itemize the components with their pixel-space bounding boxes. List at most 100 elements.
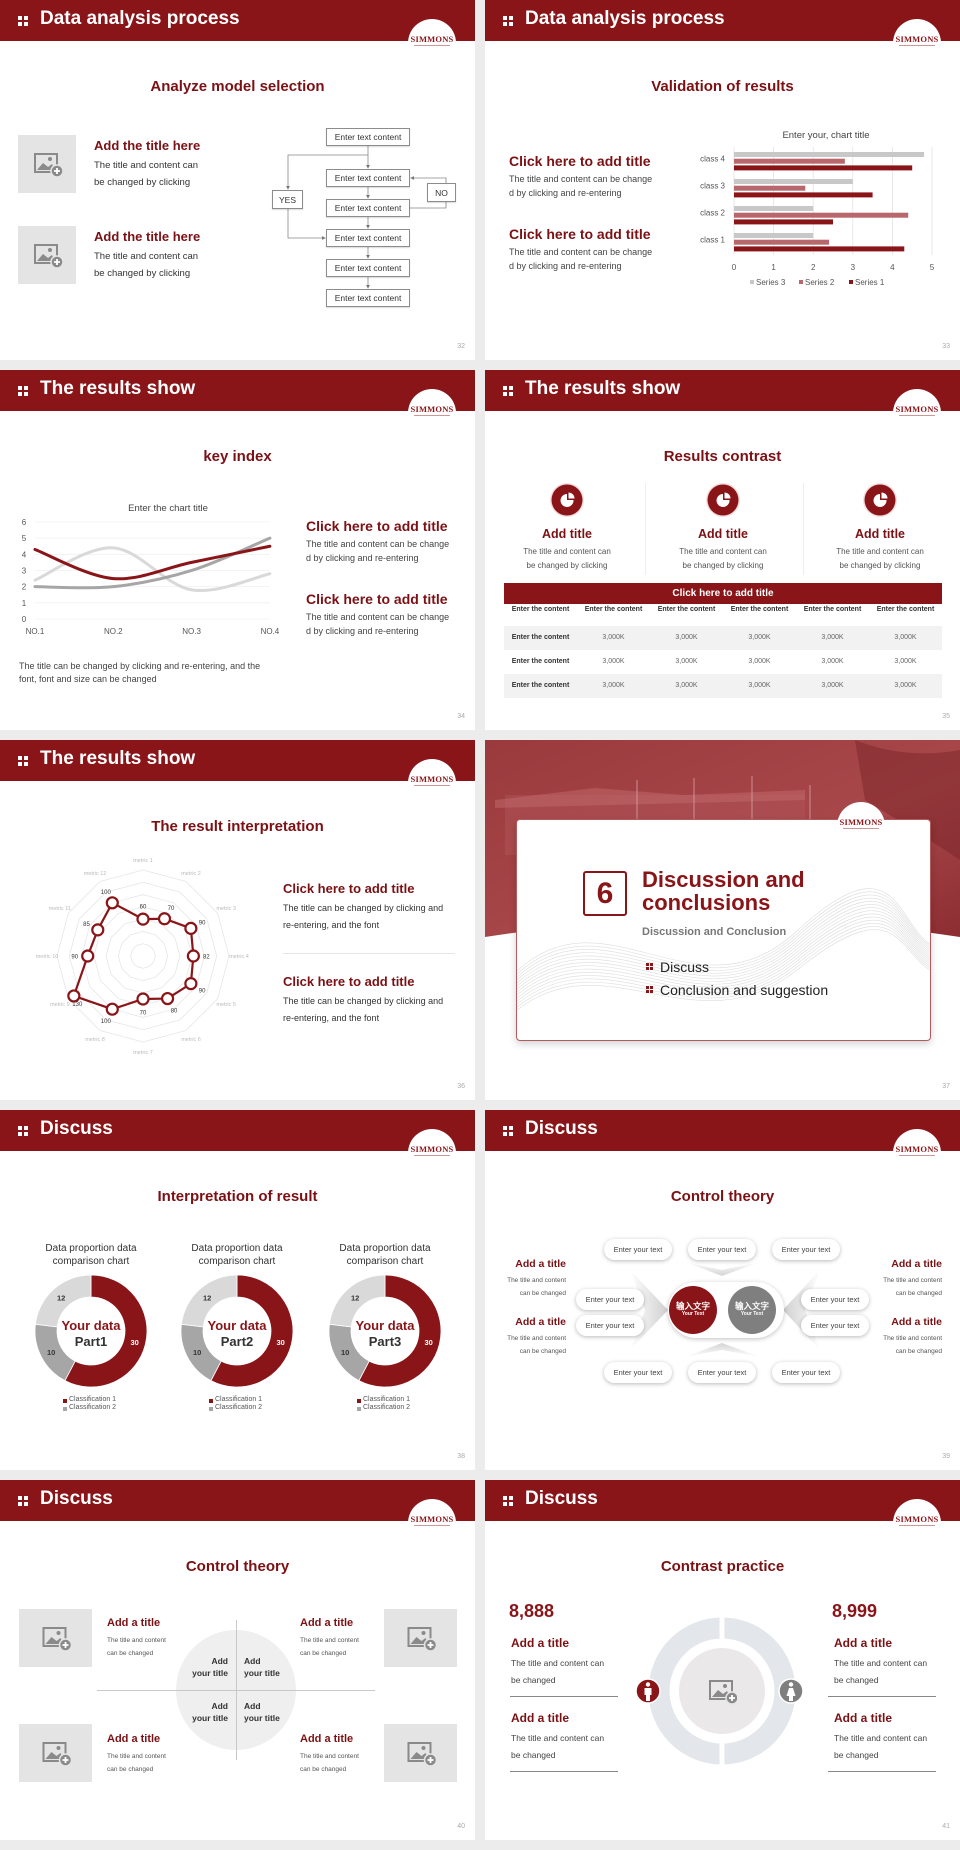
- item-body[interactable]: The title and content can be changed: [834, 1730, 927, 1764]
- text-pill[interactable]: Enter your text: [604, 1362, 672, 1383]
- card-body[interactable]: The title and content can be changed by c…: [810, 545, 950, 573]
- slide-thumbnail-40[interactable]: Discuss SIMMONS Control theory 40 Add a tit…: [0, 1480, 475, 1840]
- radar-axis-label: metric 3: [216, 906, 236, 912]
- card-title[interactable]: Add title: [542, 527, 592, 541]
- table-row[interactable]: Enter the content 3,000K 3,000K 3,000K 3,000…: [504, 650, 942, 674]
- item-body[interactable]: The title can be changed by clicking and…: [283, 900, 443, 934]
- item-title[interactable]: Add a title: [107, 1733, 161, 1745]
- item-title[interactable]: Click here to add title: [306, 518, 448, 534]
- image-placeholder[interactable]: [18, 226, 76, 284]
- text-pill[interactable]: Enter your text: [688, 1362, 756, 1383]
- item-title[interactable]: Add a title: [300, 1617, 354, 1629]
- section-title[interactable]: Discussion and conclusions: [642, 868, 805, 914]
- slide-thumbnail-32[interactable]: Data analysis process SIMMONS Analyze mode…: [0, 0, 475, 360]
- item-body[interactable]: The title and content can be changed: [511, 1730, 604, 1764]
- flow-box[interactable]: Enter text content: [326, 199, 410, 217]
- item-body[interactable]: The title and content can be changed: [486, 1274, 566, 1300]
- item-body[interactable]: The title and content can be changed: [862, 1274, 942, 1300]
- text-pill[interactable]: Enter your text: [576, 1289, 644, 1310]
- card-title[interactable]: Add title: [698, 527, 748, 541]
- slide-thumbnail-41[interactable]: Discuss SIMMONS Contrast practice 41 8,888 A…: [485, 1480, 960, 1840]
- card-title[interactable]: Add title: [855, 527, 905, 541]
- section-bullet[interactable]: Conclusion and suggestion: [660, 982, 829, 998]
- item-body[interactable]: The title and content can be changed: [486, 1332, 566, 1358]
- item-body[interactable]: The title can be changed by clicking and…: [283, 993, 443, 1027]
- text-pill[interactable]: Enter your text: [772, 1239, 840, 1260]
- image-placeholder[interactable]: [707, 1677, 737, 1705]
- quadrant-label[interactable]: Add your title: [244, 1701, 304, 1724]
- flow-box[interactable]: Enter text content: [326, 289, 410, 307]
- item-body[interactable]: The title and content can be change d by …: [509, 172, 652, 200]
- item-title[interactable]: Add a title: [891, 1316, 942, 1328]
- slide-thumbnail-34[interactable]: The results show SIMMONS key index 34 Click …: [0, 370, 475, 730]
- item-title[interactable]: Add a title: [891, 1258, 942, 1270]
- center-circle[interactable]: 输入文字 Your Text: [728, 1286, 776, 1334]
- quadrant-label[interactable]: Add your title: [168, 1656, 228, 1679]
- section-bullet[interactable]: Discuss: [660, 959, 710, 975]
- item-title[interactable]: Click here to add title: [283, 974, 415, 989]
- slide-thumbnail-38[interactable]: Discuss SIMMONS Interpretation of result 38…: [0, 1110, 475, 1470]
- flow-box[interactable]: Enter text content: [326, 229, 410, 247]
- item-body[interactable]: The title and content can be changed: [300, 1634, 359, 1660]
- item-body[interactable]: The title and content can be change d by …: [306, 610, 449, 638]
- item-title[interactable]: Click here to add title: [283, 881, 415, 896]
- item-title[interactable]: Add a title: [834, 1711, 893, 1725]
- image-placeholder[interactable]: [18, 135, 76, 193]
- item-title[interactable]: Click here to add title: [509, 153, 651, 169]
- slide-thumbnail-39[interactable]: Discuss SIMMONS Control theory 39 Enter you…: [485, 1110, 960, 1470]
- text-pill[interactable]: Enter your text: [801, 1289, 869, 1310]
- text-pill[interactable]: Enter your text: [772, 1362, 840, 1383]
- flow-box[interactable]: Enter text content: [326, 259, 410, 277]
- item-body[interactable]: The title and content can be change d by …: [306, 537, 449, 565]
- item-body[interactable]: The title and content can be changed: [107, 1634, 166, 1660]
- image-placeholder[interactable]: [19, 1609, 92, 1667]
- item-title[interactable]: Add a title: [511, 1636, 570, 1650]
- slide-thumbnail-36[interactable]: The results show SIMMONS The result interp…: [0, 740, 475, 1100]
- quadrant-label[interactable]: Add your title: [244, 1656, 304, 1679]
- radar-point: [157, 912, 172, 926]
- card-body[interactable]: The title and content can be changed by c…: [497, 545, 637, 573]
- item-title[interactable]: Add a title: [834, 1636, 893, 1650]
- card-body[interactable]: The title and content can be changed by c…: [653, 545, 793, 573]
- item-title[interactable]: Add a title: [515, 1258, 566, 1270]
- item-body[interactable]: The title and content can be changed: [862, 1332, 942, 1358]
- text-pill[interactable]: Enter your text: [688, 1239, 756, 1260]
- add-image-icon: [42, 1627, 73, 1652]
- item-title[interactable]: Add a title: [300, 1733, 354, 1745]
- text-pill[interactable]: Enter your text: [576, 1315, 644, 1336]
- slide-thumbnail-35[interactable]: The results show SIMMONS Results contrast 3…: [485, 370, 960, 730]
- item-title[interactable]: Add a title: [515, 1316, 566, 1328]
- item-title[interactable]: Add the title here: [94, 138, 201, 153]
- slide-thumbnail-33[interactable]: Data analysis process SIMMONS Validation o…: [485, 0, 960, 360]
- item-title[interactable]: Click here to add title: [306, 591, 448, 607]
- item-body[interactable]: The title and content can be changed: [834, 1655, 927, 1689]
- item-body[interactable]: The title and content can be changed: [300, 1750, 359, 1776]
- slide-header: Data analysis process: [485, 0, 960, 41]
- slide-thumbnail-37[interactable]: SIMMONS 6 Discussion and conclusions Discuss…: [485, 740, 960, 1100]
- center-circle[interactable]: 输入文字 Your Text: [669, 1286, 717, 1334]
- table-row[interactable]: Enter the content 3,000K 3,000K 3,000K 3,000…: [504, 626, 942, 650]
- flow-box[interactable]: Enter text content: [326, 128, 410, 146]
- footnote[interactable]: The title can be changed by clicking and…: [19, 660, 260, 686]
- item-body[interactable]: The title and content can be change d by …: [509, 245, 652, 273]
- item-title[interactable]: Add the title here: [94, 229, 201, 244]
- item-title[interactable]: Add a title: [511, 1711, 570, 1725]
- item-body[interactable]: The title and content can be changed: [511, 1655, 604, 1689]
- item-title[interactable]: Click here to add title: [509, 226, 651, 242]
- item-body[interactable]: The title and content can be changed: [107, 1750, 166, 1776]
- image-placeholder[interactable]: [384, 1724, 457, 1782]
- item-body[interactable]: The title and content can be changed by c…: [94, 157, 198, 191]
- grid-dots-icon: [18, 16, 22, 20]
- item-body[interactable]: The title and content can be changed by c…: [94, 248, 198, 282]
- image-placeholder[interactable]: [384, 1609, 457, 1667]
- text-pill[interactable]: Enter your text: [801, 1315, 869, 1336]
- item-title[interactable]: Add a title: [107, 1617, 161, 1629]
- table-row[interactable]: Enter the content 3,000K 3,000K 3,000K 3,000…: [504, 674, 942, 698]
- flow-box[interactable]: Enter text content: [326, 169, 410, 187]
- table-title-bar[interactable]: Click here to add title: [504, 583, 942, 604]
- flow-no-box[interactable]: NO: [427, 183, 456, 202]
- quadrant-label[interactable]: Add your title: [168, 1701, 228, 1724]
- image-placeholder[interactable]: [19, 1724, 92, 1782]
- text-pill[interactable]: Enter your text: [604, 1239, 672, 1260]
- flow-yes-box[interactable]: YES: [272, 190, 303, 209]
